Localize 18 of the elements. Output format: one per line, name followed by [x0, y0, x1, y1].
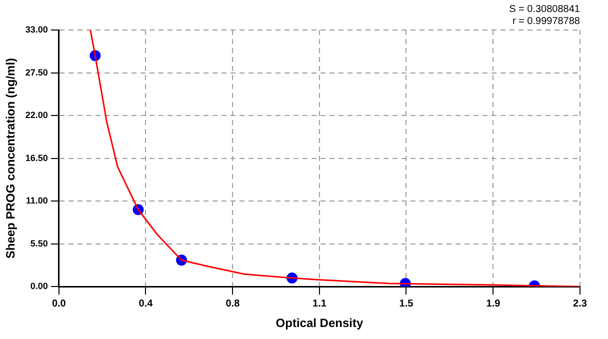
y-tick-label: 27.50	[25, 67, 48, 78]
y-tick-label: 5.50	[30, 238, 48, 248]
text: S = 0.30808841	[509, 4, 580, 15]
y-tick-label: 33.00	[25, 24, 48, 34]
x-tick-label: 0.4	[138, 298, 154, 310]
x-tick-label: 1.1	[312, 298, 327, 310]
x-tick-label: 0.0	[52, 298, 66, 310]
x-tick-label: 1.9	[486, 298, 501, 310]
y-tick-label: 11.00	[26, 196, 48, 206]
y-axis-title: Sheep PROG concentration (ng/ml)	[4, 58, 18, 259]
y-tick-label: 16.50	[25, 152, 48, 163]
x-tick-label: 0.8	[226, 298, 240, 310]
y-tick-label: 22.00	[25, 110, 48, 120]
y-tick-label: 0.00	[30, 281, 48, 292]
x-axis-title: Optical Density	[276, 316, 364, 330]
x-tick-label: 1.5	[399, 298, 414, 310]
text: r = 0.99978788	[512, 16, 580, 27]
x-tick-label: 2.3	[573, 298, 588, 310]
